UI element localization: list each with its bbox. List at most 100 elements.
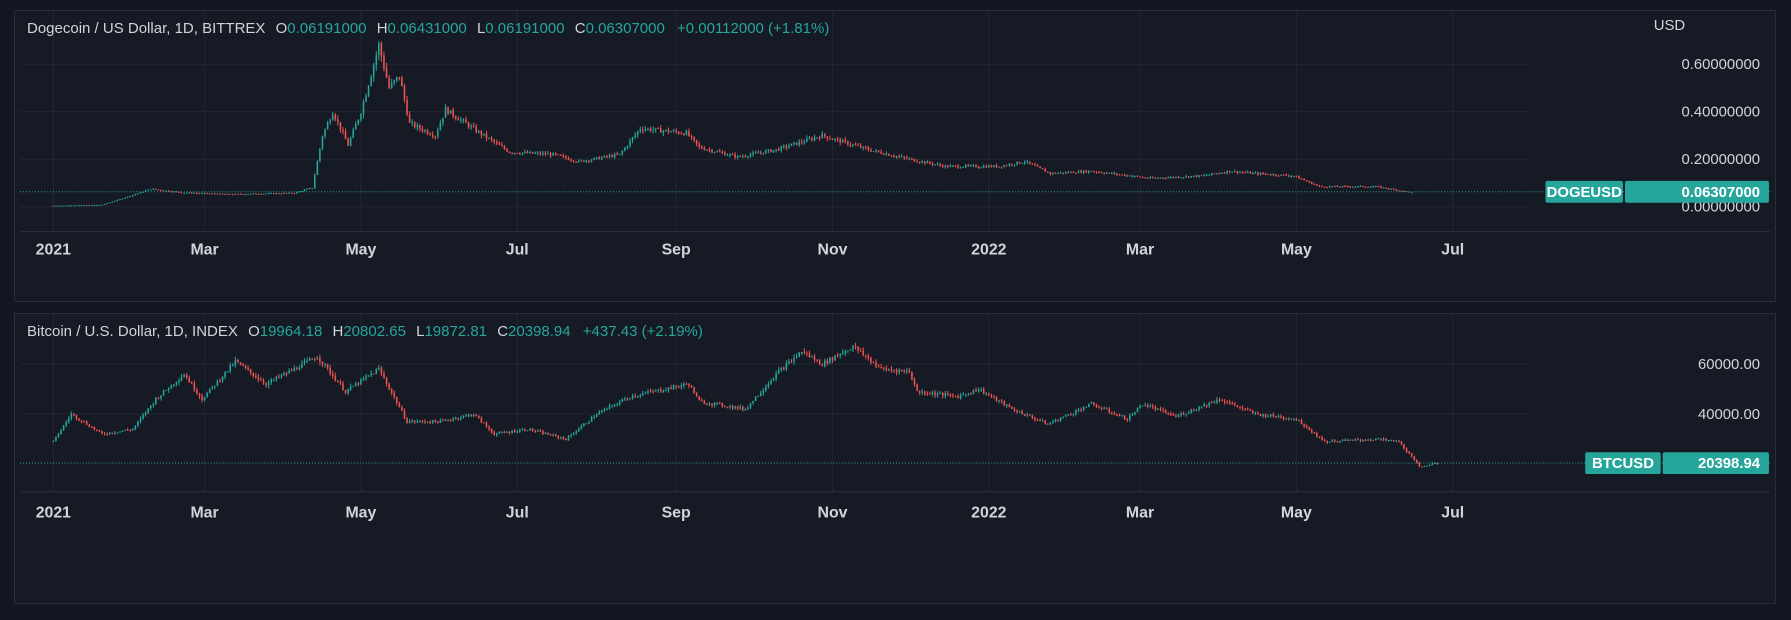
candle-body	[501, 144, 503, 147]
candle-body	[618, 153, 621, 155]
candle-body	[124, 197, 126, 199]
candle-body	[334, 375, 337, 381]
btc-candlestick-plot[interactable]: 40000.0060000.00USD2021MarMayJulSepNov20…	[15, 314, 1775, 603]
candle-body	[1257, 172, 1259, 175]
candle-body	[872, 362, 875, 364]
candle-body	[80, 420, 83, 422]
candle-body	[700, 400, 703, 402]
candle-body	[485, 423, 488, 427]
candle-body	[744, 156, 747, 158]
candle-body	[126, 196, 129, 198]
candle-body	[554, 152, 557, 155]
candle-body	[1193, 175, 1195, 177]
candle-body	[221, 193, 224, 195]
candle-body	[995, 165, 998, 168]
candle-body	[1200, 406, 1203, 408]
candle-body	[1280, 416, 1282, 419]
candle-body	[329, 367, 331, 374]
candle-body	[1357, 186, 1359, 188]
time-axis-label: Mar	[190, 241, 218, 258]
candle-body	[585, 160, 588, 162]
candle-body	[485, 133, 488, 139]
candle-body	[178, 380, 180, 383]
candle-body	[1187, 412, 1190, 414]
candle-body	[1146, 177, 1149, 179]
candle-body	[265, 383, 267, 386]
candle-body	[1013, 408, 1016, 411]
candle-body	[337, 119, 339, 122]
candle-body	[1185, 176, 1187, 178]
candle-body	[618, 401, 621, 405]
candle-body	[1269, 174, 1272, 176]
candle-body	[1118, 414, 1121, 416]
candle-body	[419, 420, 421, 422]
candle-body	[1021, 163, 1023, 165]
candle-body	[898, 369, 900, 373]
candle-body	[67, 418, 70, 422]
candle-body	[1093, 402, 1095, 406]
candle-body	[147, 408, 149, 413]
candle-body	[1026, 161, 1029, 163]
candle-body	[378, 367, 380, 370]
candle-body	[1295, 418, 1298, 420]
candle-body	[662, 130, 665, 133]
candle-body	[190, 382, 193, 384]
candle-body	[337, 380, 339, 383]
candle-body	[777, 370, 780, 373]
candle-body	[1349, 439, 1351, 441]
candle-body	[1087, 403, 1090, 407]
doge-title: Dogecoin / US Dollar, 1D, BITTREX	[27, 20, 266, 37]
candle-body	[831, 138, 834, 140]
candle-body	[1000, 400, 1003, 402]
candle-body	[613, 154, 616, 158]
candle-body	[1177, 176, 1180, 178]
candle-body	[490, 429, 493, 433]
candle-body	[434, 420, 437, 422]
candle-body	[1029, 161, 1031, 164]
candle-body	[449, 420, 452, 422]
candle-body	[647, 391, 649, 393]
candle-body	[526, 430, 529, 432]
candle-body	[1398, 440, 1400, 442]
candle-body	[985, 166, 988, 168]
candle-body	[583, 423, 585, 426]
candle-body	[793, 357, 795, 362]
candle-body	[1131, 414, 1134, 416]
candle-body	[854, 346, 857, 348]
candle-body	[680, 133, 683, 135]
candle-body	[1234, 171, 1236, 173]
candle-body	[952, 165, 954, 167]
candle-body	[149, 189, 152, 191]
candle-body	[1172, 414, 1175, 416]
dogeusd-chart-pane[interactable]: Dogecoin / US Dollar, 1D, BITTREX O0.061…	[14, 10, 1776, 302]
candle-body	[331, 114, 334, 121]
candle-body	[1167, 177, 1170, 179]
candle-body	[52, 205, 55, 207]
candle-body	[1211, 173, 1213, 175]
candle-body	[360, 379, 362, 385]
candle-body	[1195, 175, 1198, 177]
candle-body	[442, 117, 444, 123]
candle-body	[567, 435, 570, 441]
candle-body	[552, 434, 554, 436]
doge-candlestick-plot[interactable]: 0.00000000 0.20000000 0.40000000 0.60000000…	[15, 11, 1775, 301]
currency-label: USD	[1654, 18, 1686, 34]
candle-body	[790, 143, 793, 147]
candle-body	[1305, 180, 1308, 182]
price-axis-label: 0.40000000	[1681, 105, 1760, 121]
candle-body	[995, 396, 998, 401]
candle-body	[255, 375, 257, 378]
candle-body	[1216, 399, 1218, 403]
candle-body	[1428, 465, 1431, 467]
candle-body	[662, 390, 665, 392]
candle-body	[1139, 176, 1141, 178]
candle-body	[857, 145, 859, 147]
candle-body	[1146, 405, 1149, 407]
candle-body	[444, 107, 447, 118]
candle-body	[1003, 165, 1006, 168]
btcusd-chart-pane[interactable]: Bitcoin / U.S. Dollar, 1D, INDEX O19964.…	[14, 313, 1776, 604]
candle-body	[121, 430, 124, 432]
candle-body	[1344, 439, 1346, 441]
candle-body	[785, 145, 788, 148]
candle-body	[1116, 173, 1118, 175]
